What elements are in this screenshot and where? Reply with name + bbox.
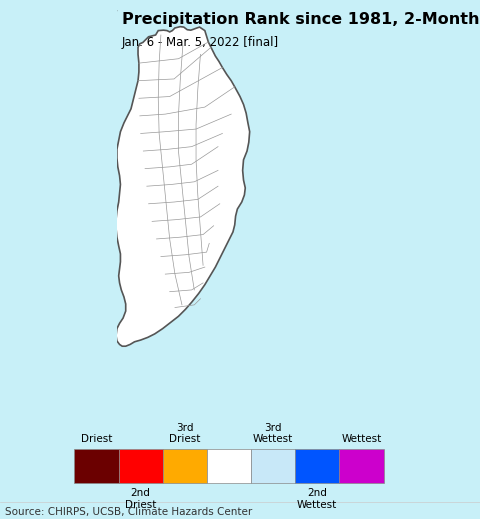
Bar [119,449,163,483]
Text: Source: CHIRPS, UCSB, Climate Hazards Center: Source: CHIRPS, UCSB, Climate Hazards Ce… [5,507,252,517]
Bar [295,449,339,483]
Text: 2nd
Driest: 2nd Driest [125,488,156,510]
Text: Wettest: Wettest [341,434,382,444]
Bar [339,449,384,483]
Bar [74,449,119,483]
Polygon shape [116,26,250,346]
Bar [163,449,207,483]
Text: 3rd
Driest: 3rd Driest [169,423,201,444]
Text: Precipitation Rank since 1981, 2-Month (CHIRPS): Precipitation Rank since 1981, 2-Month (… [122,12,480,28]
Text: 2nd
Wettest: 2nd Wettest [297,488,337,510]
Text: Driest: Driest [81,434,112,444]
Bar [207,449,251,483]
Text: Jan. 6 - Mar. 5, 2022 [final]: Jan. 6 - Mar. 5, 2022 [final] [122,36,279,49]
Bar [251,449,295,483]
Polygon shape [0,10,117,195]
Text: 3rd
Wettest: 3rd Wettest [253,423,293,444]
